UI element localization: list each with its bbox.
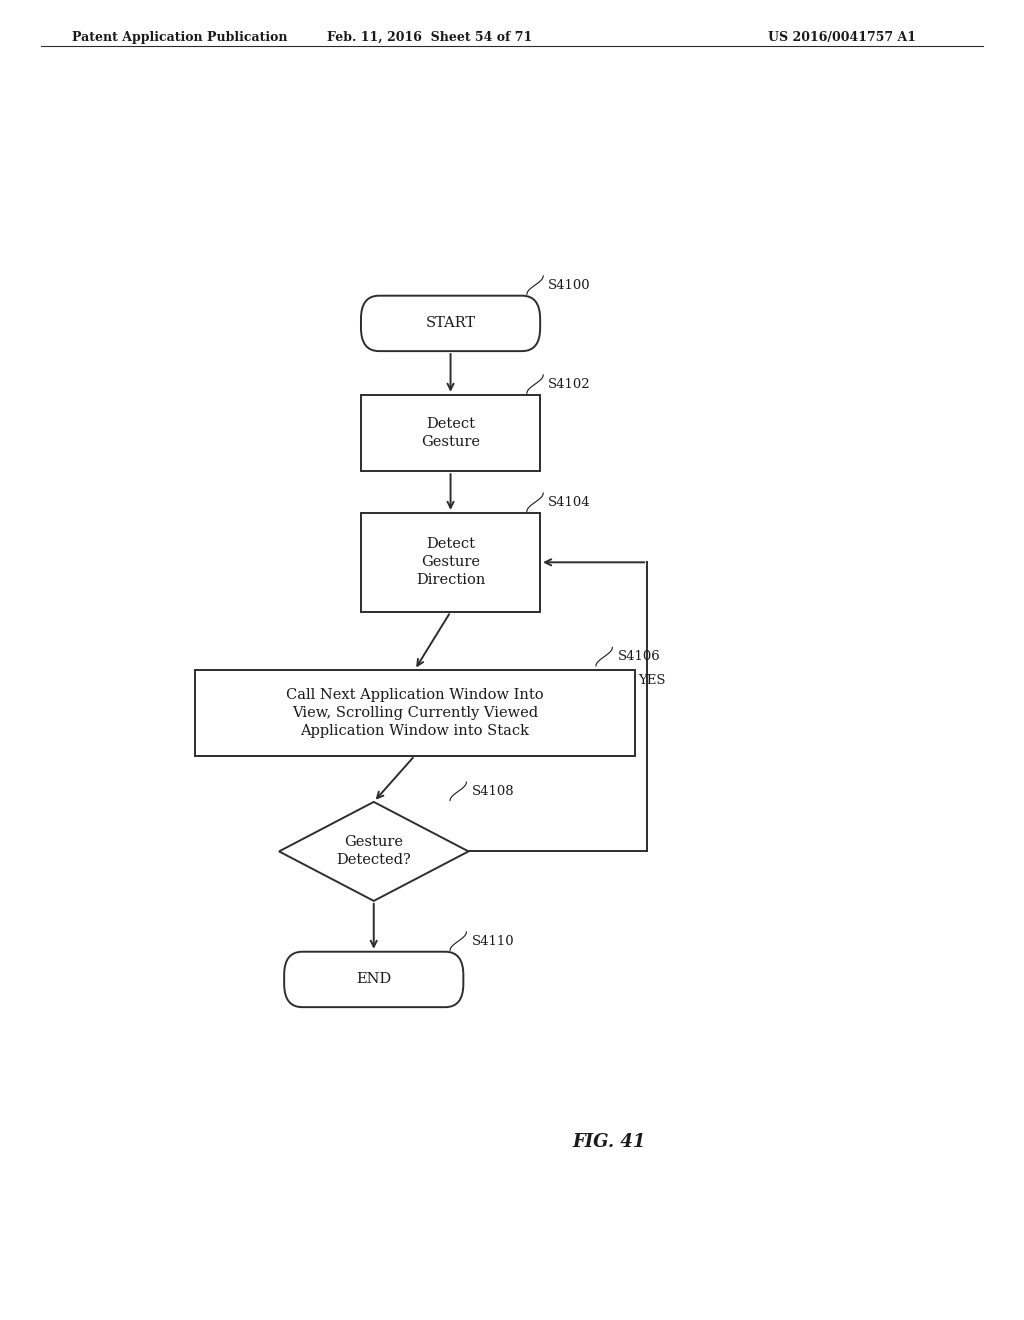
Text: Call Next Application Window Into
View, Scrolling Currently Viewed
Application W: Call Next Application Window Into View, … — [286, 688, 544, 738]
Text: Patent Application Publication: Patent Application Publication — [72, 32, 287, 44]
Text: Detect
Gesture: Detect Gesture — [421, 417, 480, 449]
Text: S4106: S4106 — [617, 651, 660, 663]
Text: Gesture
Detected?: Gesture Detected? — [337, 836, 411, 867]
Text: S4104: S4104 — [549, 496, 591, 508]
Text: S4102: S4102 — [549, 378, 591, 391]
Text: YES: YES — [638, 673, 666, 686]
Text: S4100: S4100 — [549, 279, 591, 292]
Polygon shape — [279, 803, 469, 900]
Text: US 2016/0041757 A1: US 2016/0041757 A1 — [768, 32, 916, 44]
FancyBboxPatch shape — [284, 952, 463, 1007]
Text: START: START — [426, 317, 475, 330]
Bar — [361, 395, 541, 471]
Text: S4110: S4110 — [471, 935, 514, 948]
Text: S4108: S4108 — [471, 785, 514, 797]
Text: END: END — [356, 973, 391, 986]
Text: Detect
Gesture
Direction: Detect Gesture Direction — [416, 537, 485, 587]
Bar — [361, 513, 541, 612]
Bar — [195, 671, 635, 755]
Text: FIG. 41: FIG. 41 — [572, 1133, 646, 1151]
FancyBboxPatch shape — [361, 296, 541, 351]
Text: Feb. 11, 2016  Sheet 54 of 71: Feb. 11, 2016 Sheet 54 of 71 — [328, 32, 532, 44]
